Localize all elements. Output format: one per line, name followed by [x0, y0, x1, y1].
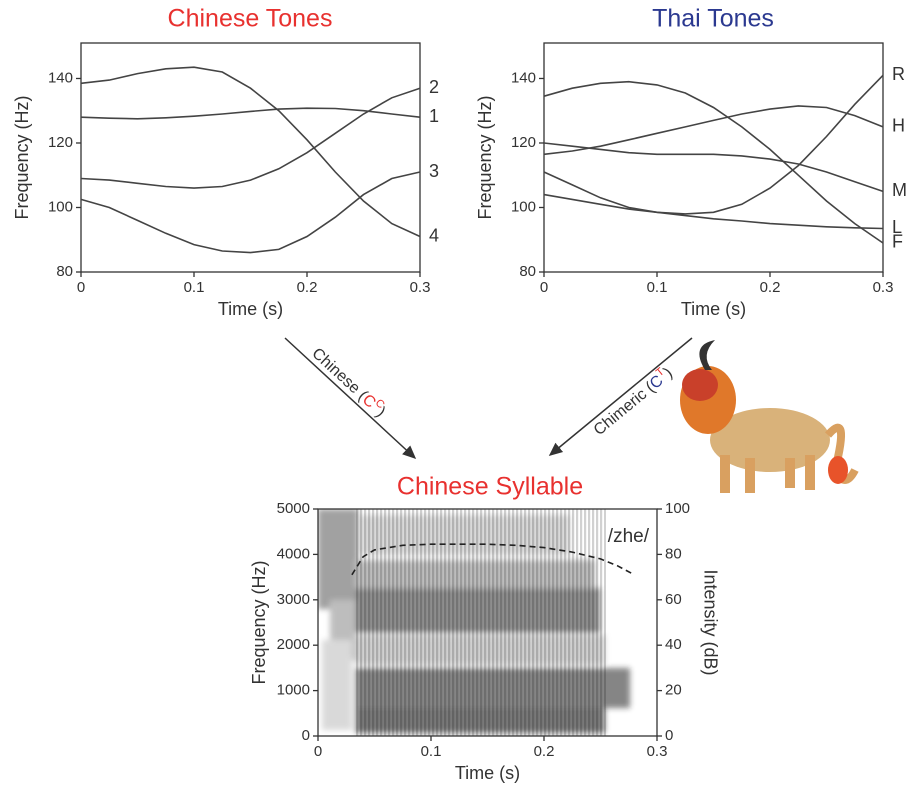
y-tick-label: 140 [511, 69, 536, 86]
y2-tick-label: 80 [665, 545, 682, 562]
y2-tick-label: 20 [665, 682, 682, 699]
x-axis-label: Time (s) [681, 299, 746, 319]
y-axis-label: Frequency (Hz) [12, 95, 32, 219]
y-tick-label: 1000 [277, 682, 310, 699]
x-tick-label: 0.1 [421, 743, 442, 760]
y2-tick-label: 40 [665, 636, 682, 653]
y-tick-label: 100 [511, 198, 536, 215]
y-tick-label: 5000 [277, 500, 310, 517]
series-label: 4 [429, 225, 439, 245]
series-label: M [892, 180, 907, 200]
series-line [81, 88, 420, 188]
spectrogram [318, 509, 630, 736]
chart-title: Chinese Syllable [397, 473, 583, 501]
arrow [550, 338, 692, 455]
x-tick-label: 0.2 [534, 743, 555, 760]
y-tick-label: 4000 [277, 545, 310, 562]
y-tick-label: 3000 [277, 591, 310, 608]
x-tick-label: 0 [314, 743, 322, 760]
series-label: 3 [429, 161, 439, 181]
x-tick-label: 0.1 [184, 279, 205, 296]
annotation: /zhe/ [608, 526, 650, 547]
plot-frame [544, 43, 883, 272]
y-axis-label: Frequency (Hz) [249, 560, 269, 684]
dragon-illustration [680, 340, 855, 493]
arrow-text: Chinese ( [308, 345, 370, 404]
x-tick-label: 0.3 [873, 279, 894, 296]
series-label: 1 [429, 106, 439, 126]
x-axis-label: Time (s) [455, 763, 520, 783]
series-line [81, 67, 420, 236]
series-line [544, 143, 883, 191]
x-tick-label: 0.3 [647, 743, 668, 760]
series-label: H [892, 116, 905, 136]
series-label: 2 [429, 77, 439, 97]
series-line [544, 75, 883, 214]
y-tick-label: 2000 [277, 636, 310, 653]
y-axis-label: Frequency (Hz) [475, 95, 495, 219]
x-tick-label: 0 [540, 279, 548, 296]
series-line [81, 172, 420, 253]
series-label: F [892, 232, 903, 252]
x-axis-label: Time (s) [218, 299, 283, 319]
x-tick-label: 0.2 [760, 279, 781, 296]
plot-frame [81, 43, 420, 272]
y2-tick-label: 100 [665, 500, 690, 517]
y-tick-label: 0 [302, 727, 310, 744]
x-tick-label: 0.3 [410, 279, 431, 296]
y-tick-label: 120 [511, 134, 536, 151]
y-tick-label: 80 [519, 263, 536, 280]
arrow [285, 338, 415, 458]
series-line [81, 108, 420, 119]
y-tick-label: 100 [48, 198, 73, 215]
series-label: R [892, 64, 905, 84]
arrow-label: Chimeric (CT) [589, 362, 676, 439]
y-tick-label: 140 [48, 69, 73, 86]
y2-tick-label: 0 [665, 727, 673, 744]
x-tick-label: 0 [77, 279, 85, 296]
y-tick-label: 120 [48, 134, 73, 151]
chart-title: Chinese Tones [168, 5, 333, 33]
arrow-text: Chimeric ( [591, 379, 659, 439]
x-tick-label: 0.1 [647, 279, 668, 296]
y2-axis-label: Intensity (dB) [700, 569, 720, 675]
y-tick-label: 80 [56, 263, 73, 280]
y2-tick-label: 60 [665, 591, 682, 608]
chart-title: Thai Tones [652, 5, 774, 33]
x-tick-label: 0.2 [297, 279, 318, 296]
figure: Chinese (CC) Chimeric (CT) Chinese Tones… [0, 0, 915, 797]
arrow-label: Chinese (CC) [308, 343, 390, 421]
